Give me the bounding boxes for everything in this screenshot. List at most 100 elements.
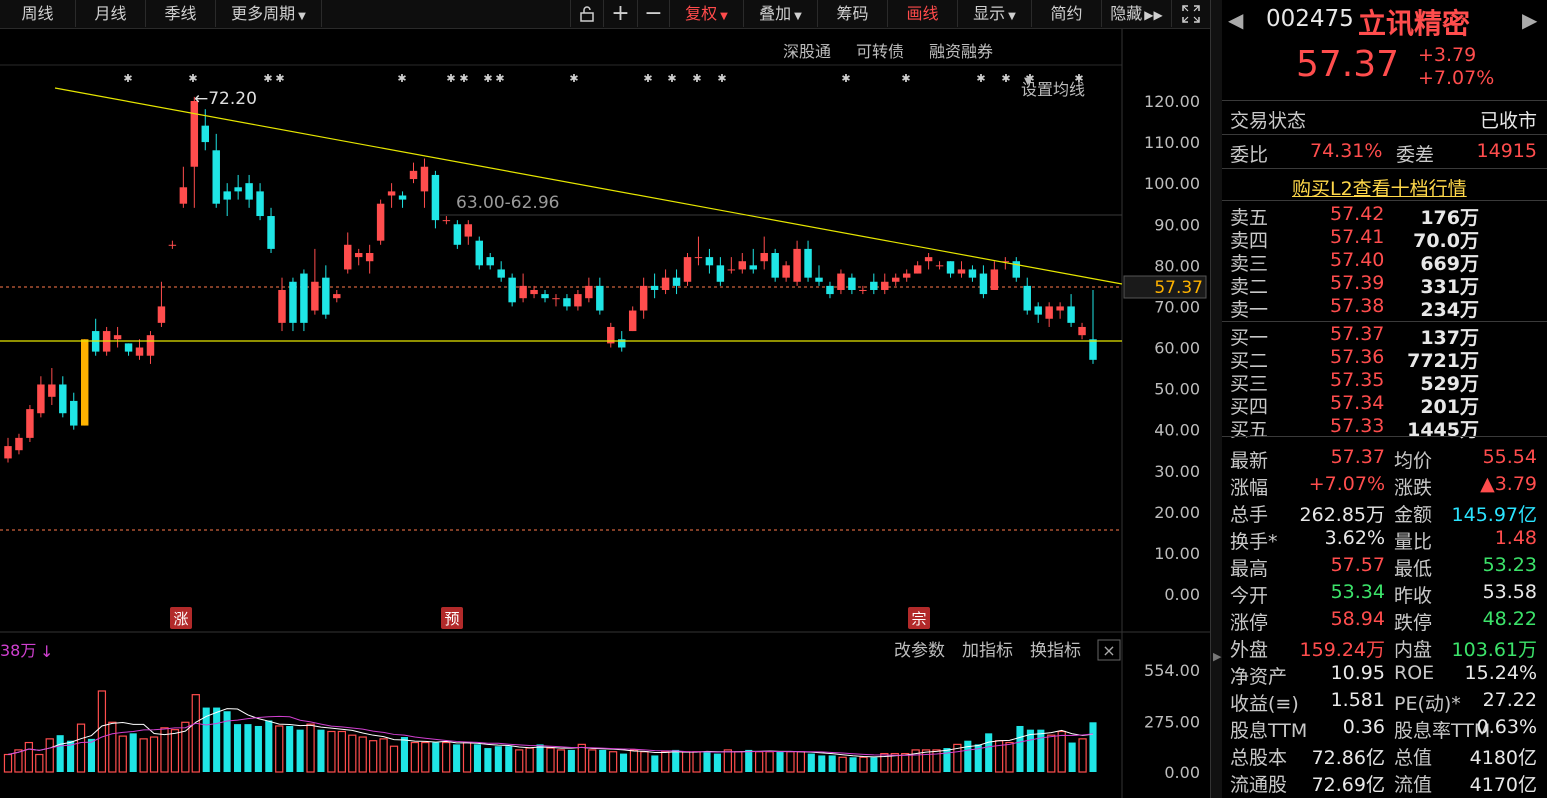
volume-bar <box>849 757 857 772</box>
volume-bar <box>807 753 815 772</box>
chart-panel[interactable]: 120.00 110.00 100.00 90.00 80.00 70.00 60.00 50… <box>0 0 1210 798</box>
candle-body <box>1056 306 1064 311</box>
event-star-marker: ✱ <box>188 72 197 85</box>
prev-stock-icon[interactable]: ◀ <box>1228 8 1244 32</box>
bid-row-volume: 7721万 <box>1407 350 1479 372</box>
volume-bar <box>890 752 899 773</box>
candle-body <box>37 384 45 414</box>
stat-label: 内盘 <box>1394 639 1433 661</box>
candle-body <box>256 191 264 217</box>
price-axis-tick: 100.00 <box>1144 174 1200 193</box>
candle-body <box>157 306 166 323</box>
candle-body <box>859 289 867 291</box>
close-volume-panel-icon[interactable] <box>1097 639 1121 661</box>
candle-body <box>924 257 933 262</box>
volume-axis-tick: 554.00 <box>1144 661 1200 680</box>
candle-body <box>113 335 122 340</box>
volume-bar <box>14 749 23 773</box>
bid-row-label: 买四 <box>1230 396 1269 418</box>
ask-row-label: 卖二 <box>1230 276 1269 298</box>
price-axis-tick: 70.00 <box>1154 297 1200 316</box>
event-star-marker: ✱ <box>495 72 504 85</box>
price-axis-tick: 120.00 <box>1144 92 1200 111</box>
next-stock-icon[interactable]: ▶ <box>1522 8 1538 32</box>
divider <box>1222 436 1547 437</box>
volume-bar <box>181 721 190 773</box>
l2-purchase-link[interactable]: 购买L2查看十档行情 <box>1292 178 1467 200</box>
stat-label: 总股本 <box>1230 747 1288 769</box>
ask-row-volume: 176万 <box>1420 207 1479 229</box>
chips-button[interactable]: 筹码 <box>818 0 888 27</box>
candle-body <box>26 409 34 438</box>
volume-bar <box>484 748 492 772</box>
hide-button[interactable]: 隐藏 ▶▶ <box>1102 0 1172 27</box>
trendline <box>54 87 1123 285</box>
plus-icon[interactable]: + <box>604 0 638 27</box>
event-star-marker: ✱ <box>667 72 676 85</box>
volume-bar <box>588 749 597 773</box>
tab-more-periods[interactable]: 更多周期 ▼ <box>216 0 322 27</box>
fullscreen-icon[interactable] <box>1172 0 1210 27</box>
margin-trading-link[interactable]: 融资融券 <box>929 42 994 61</box>
chevron-right-icon[interactable]: ▶ <box>1213 650 1222 663</box>
candle-body <box>1078 326 1086 336</box>
overlay-button[interactable]: 叠加 ▼ <box>744 0 818 27</box>
divider <box>1222 200 1547 201</box>
candle-body <box>618 339 626 348</box>
volume-bar <box>776 751 784 772</box>
minus-icon[interactable]: − <box>638 0 670 27</box>
price-axis-tick: 40.00 <box>1154 421 1200 440</box>
event-star-marker: ✱ <box>263 72 272 85</box>
volume-bar <box>286 725 294 772</box>
display-button[interactable]: 显示 ▼ <box>958 0 1032 27</box>
convertible-bond-link[interactable]: 可转债 <box>856 42 905 61</box>
volume-tool-link[interactable]: 改参数 <box>894 641 945 661</box>
tab-monthly[interactable]: 月线 <box>76 0 146 27</box>
volume-bar <box>525 747 534 773</box>
stat-label: 总手 <box>1230 504 1269 526</box>
candle-body <box>464 224 473 237</box>
event-badge <box>441 607 463 629</box>
volume-bar <box>546 747 555 773</box>
candle-body <box>59 384 67 414</box>
range-label: 63.00-62.96 <box>456 193 559 213</box>
fuquan-button[interactable]: 复权 ▼ <box>670 0 744 27</box>
simple-button[interactable]: 简约 <box>1032 0 1102 27</box>
hk-connect-link[interactable]: 深股通 <box>783 42 832 61</box>
ask-row-label: 卖三 <box>1230 253 1269 275</box>
volume-bar <box>651 755 659 772</box>
volume-bar <box>1057 730 1066 773</box>
event-star-marker: ✱ <box>275 72 284 85</box>
volume-bar <box>327 730 336 773</box>
volume-bar <box>911 749 920 773</box>
price-axis-tick: 80.00 <box>1154 256 1200 275</box>
draw-line-button[interactable]: 画线 <box>888 0 958 27</box>
candle-body <box>650 285 659 290</box>
candle-body <box>848 277 856 290</box>
volume-bar <box>713 753 721 772</box>
ask-row-label: 卖一 <box>1230 299 1269 321</box>
candle-body <box>190 101 199 167</box>
volume-bar <box>943 748 951 772</box>
price-axis-tick: 0.00 <box>1164 585 1200 604</box>
volume-tool-link[interactable]: 换指标 <box>1030 641 1081 661</box>
volume-bar <box>442 741 451 773</box>
volume-tool-link[interactable]: 加指标 <box>962 641 1013 661</box>
stock-name: 立讯精密 <box>1358 7 1471 40</box>
event-star-marker: ✱ <box>976 72 985 85</box>
candle-body <box>727 269 736 271</box>
candle-body <box>519 285 527 299</box>
ask-row-label: 卖四 <box>1230 230 1269 252</box>
tab-quarterly[interactable]: 季线 <box>146 0 216 27</box>
volume-bar <box>191 694 200 773</box>
tab-weekly[interactable]: 周线 <box>0 0 76 27</box>
candle-body <box>48 384 56 397</box>
candle-body <box>957 269 966 274</box>
kline-chart[interactable]: 120.00 110.00 100.00 90.00 80.00 70.00 60.00 50… <box>0 0 1210 798</box>
volume-bar <box>796 751 806 773</box>
volume-bar <box>306 723 315 773</box>
candle-body <box>453 224 462 245</box>
stat-label: 涨跌 <box>1394 477 1433 499</box>
lock-icon[interactable] <box>570 0 604 27</box>
volume-bar <box>45 738 54 773</box>
